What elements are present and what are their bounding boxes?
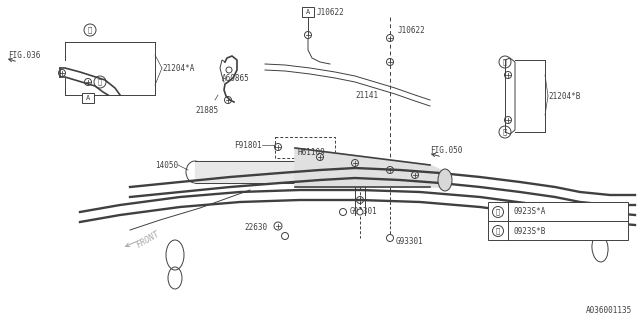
Text: ①: ① — [503, 129, 507, 135]
Text: 21204*B: 21204*B — [548, 92, 580, 100]
Text: 22630: 22630 — [245, 223, 268, 233]
Text: G93301: G93301 — [350, 207, 378, 217]
Text: A: A — [306, 9, 310, 15]
Text: FRONT: FRONT — [135, 230, 161, 250]
Text: ②: ② — [496, 228, 500, 234]
Text: H61109: H61109 — [297, 148, 324, 156]
Text: J10622: J10622 — [317, 7, 345, 17]
Polygon shape — [295, 148, 445, 187]
Text: ②: ② — [98, 79, 102, 85]
Text: 21204*A: 21204*A — [162, 63, 195, 73]
Text: A036001135: A036001135 — [586, 306, 632, 315]
Text: FIG.036: FIG.036 — [8, 51, 40, 60]
Circle shape — [357, 209, 363, 215]
Bar — [82, 93, 94, 103]
Text: 0923S*B: 0923S*B — [513, 227, 545, 236]
Text: A60865: A60865 — [222, 74, 250, 83]
Text: F91801: F91801 — [234, 140, 262, 149]
Text: FIG.050: FIG.050 — [430, 146, 462, 155]
Text: J10622: J10622 — [398, 26, 426, 35]
Circle shape — [226, 67, 232, 73]
Polygon shape — [195, 161, 310, 183]
Circle shape — [387, 235, 394, 242]
Bar — [488, 202, 628, 240]
Text: 0923S*A: 0923S*A — [513, 207, 545, 217]
Text: 21141: 21141 — [355, 91, 378, 100]
Text: G93301: G93301 — [396, 237, 424, 246]
Text: ①: ① — [496, 209, 500, 215]
Ellipse shape — [438, 169, 452, 191]
Text: ②: ② — [88, 27, 92, 33]
Text: 14050: 14050 — [155, 161, 178, 170]
Text: 21885: 21885 — [195, 106, 218, 115]
Circle shape — [339, 209, 346, 215]
Circle shape — [282, 233, 289, 239]
Bar — [302, 7, 314, 17]
Text: A: A — [86, 95, 90, 101]
Text: ①: ① — [503, 59, 507, 65]
